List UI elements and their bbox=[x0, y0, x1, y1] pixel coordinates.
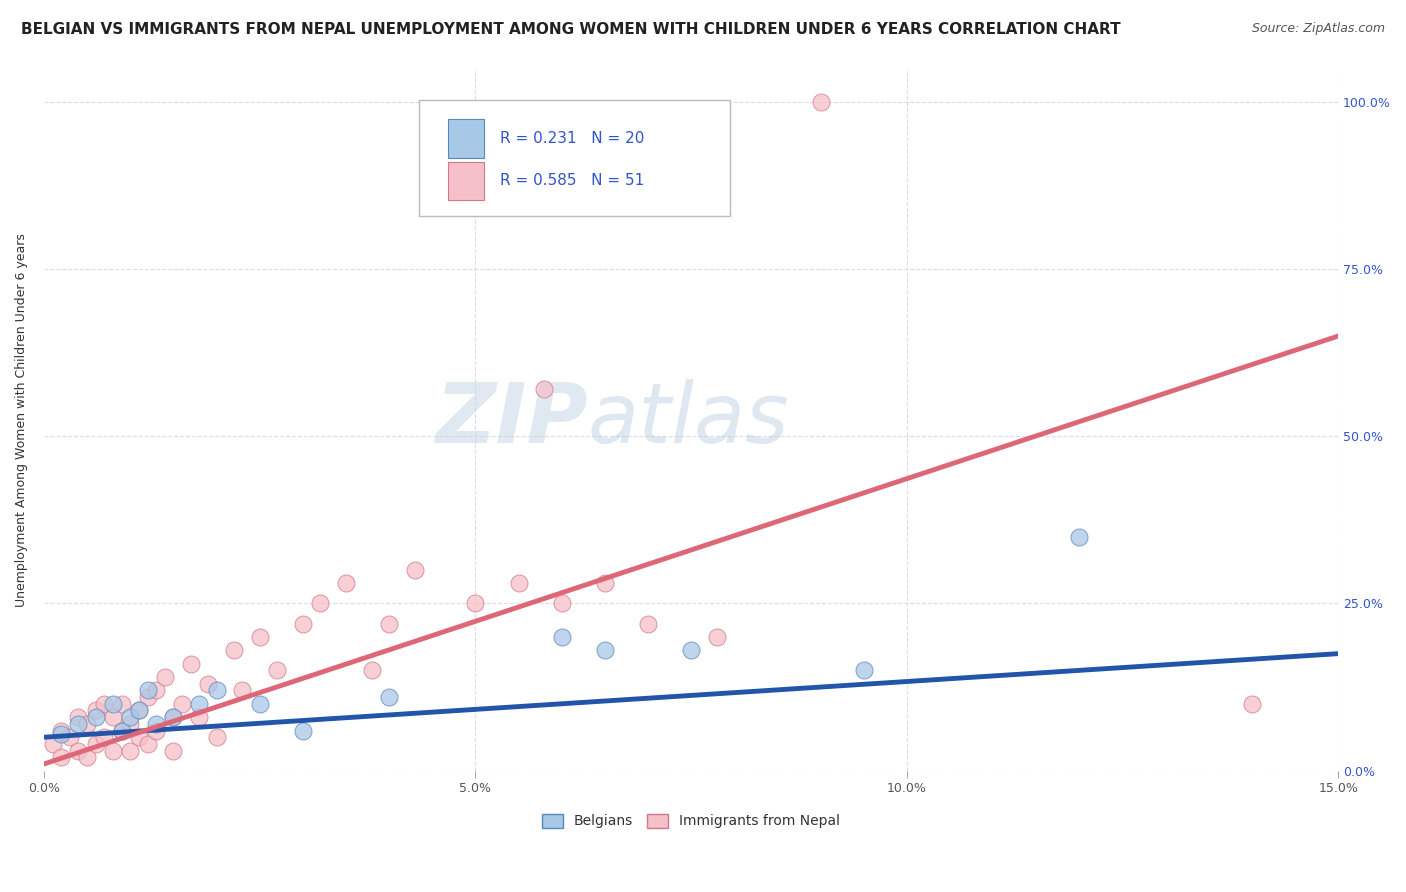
Point bbox=[120, 716, 142, 731]
Point bbox=[533, 383, 555, 397]
Point bbox=[249, 697, 271, 711]
Point bbox=[706, 630, 728, 644]
Point bbox=[162, 710, 184, 724]
Point bbox=[637, 616, 659, 631]
Point bbox=[188, 697, 211, 711]
Point bbox=[51, 750, 73, 764]
Point bbox=[59, 730, 82, 744]
Point bbox=[120, 743, 142, 757]
Point bbox=[852, 664, 875, 678]
Point bbox=[84, 710, 107, 724]
Point bbox=[111, 723, 134, 738]
Point bbox=[205, 730, 228, 744]
Point bbox=[162, 710, 184, 724]
Point bbox=[136, 690, 159, 705]
Point bbox=[593, 643, 616, 657]
Point bbox=[1069, 530, 1091, 544]
FancyBboxPatch shape bbox=[447, 161, 484, 200]
Point bbox=[378, 690, 401, 705]
Point bbox=[550, 597, 572, 611]
Point bbox=[378, 616, 401, 631]
Text: ZIP: ZIP bbox=[434, 379, 588, 460]
Text: Source: ZipAtlas.com: Source: ZipAtlas.com bbox=[1251, 22, 1385, 36]
Point bbox=[128, 703, 150, 717]
Point bbox=[153, 670, 176, 684]
Legend: Belgians, Immigrants from Nepal: Belgians, Immigrants from Nepal bbox=[537, 808, 845, 834]
Point bbox=[1240, 697, 1263, 711]
Point bbox=[93, 697, 115, 711]
Point bbox=[810, 95, 832, 109]
Point bbox=[67, 743, 90, 757]
Text: BELGIAN VS IMMIGRANTS FROM NEPAL UNEMPLOYMENT AMONG WOMEN WITH CHILDREN UNDER 6 : BELGIAN VS IMMIGRANTS FROM NEPAL UNEMPLO… bbox=[21, 22, 1121, 37]
Point bbox=[145, 716, 167, 731]
Point bbox=[101, 697, 124, 711]
Point bbox=[464, 597, 486, 611]
Point bbox=[162, 743, 184, 757]
Point bbox=[508, 576, 530, 591]
Point bbox=[76, 750, 98, 764]
Point bbox=[111, 723, 134, 738]
Point bbox=[291, 616, 314, 631]
Point bbox=[249, 630, 271, 644]
Point bbox=[84, 737, 107, 751]
Point bbox=[180, 657, 202, 671]
Point bbox=[222, 643, 245, 657]
Point bbox=[360, 664, 382, 678]
Point bbox=[76, 716, 98, 731]
Point bbox=[136, 737, 159, 751]
Point bbox=[67, 716, 90, 731]
FancyBboxPatch shape bbox=[419, 100, 730, 216]
Y-axis label: Unemployment Among Women with Children Under 6 years: Unemployment Among Women with Children U… bbox=[15, 233, 28, 607]
Point bbox=[120, 710, 142, 724]
Point bbox=[404, 563, 426, 577]
FancyBboxPatch shape bbox=[447, 120, 484, 158]
Point bbox=[136, 683, 159, 698]
Point bbox=[335, 576, 357, 591]
Point bbox=[681, 643, 703, 657]
Text: atlas: atlas bbox=[588, 379, 789, 460]
Point bbox=[101, 710, 124, 724]
Point bbox=[291, 723, 314, 738]
Point bbox=[550, 630, 572, 644]
Point bbox=[67, 710, 90, 724]
Point bbox=[593, 576, 616, 591]
Point bbox=[309, 597, 332, 611]
Point bbox=[93, 730, 115, 744]
Point bbox=[41, 737, 63, 751]
Text: R = 0.585   N = 51: R = 0.585 N = 51 bbox=[499, 173, 644, 188]
Text: R = 0.231   N = 20: R = 0.231 N = 20 bbox=[499, 131, 644, 146]
Point bbox=[128, 703, 150, 717]
Point bbox=[145, 683, 167, 698]
Point bbox=[205, 683, 228, 698]
Point bbox=[84, 703, 107, 717]
Point bbox=[188, 710, 211, 724]
Point bbox=[111, 697, 134, 711]
Point bbox=[51, 723, 73, 738]
Point bbox=[170, 697, 193, 711]
Point bbox=[51, 727, 73, 741]
Point bbox=[145, 723, 167, 738]
Point bbox=[101, 743, 124, 757]
Point bbox=[266, 664, 288, 678]
Point bbox=[197, 677, 219, 691]
Point bbox=[128, 730, 150, 744]
Point bbox=[231, 683, 253, 698]
